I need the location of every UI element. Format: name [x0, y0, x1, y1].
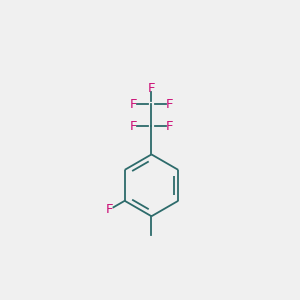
Text: F: F [166, 120, 173, 133]
Text: F: F [130, 98, 137, 111]
Text: F: F [106, 203, 113, 216]
Text: F: F [166, 98, 173, 111]
Text: F: F [148, 82, 155, 95]
Text: F: F [130, 120, 137, 133]
